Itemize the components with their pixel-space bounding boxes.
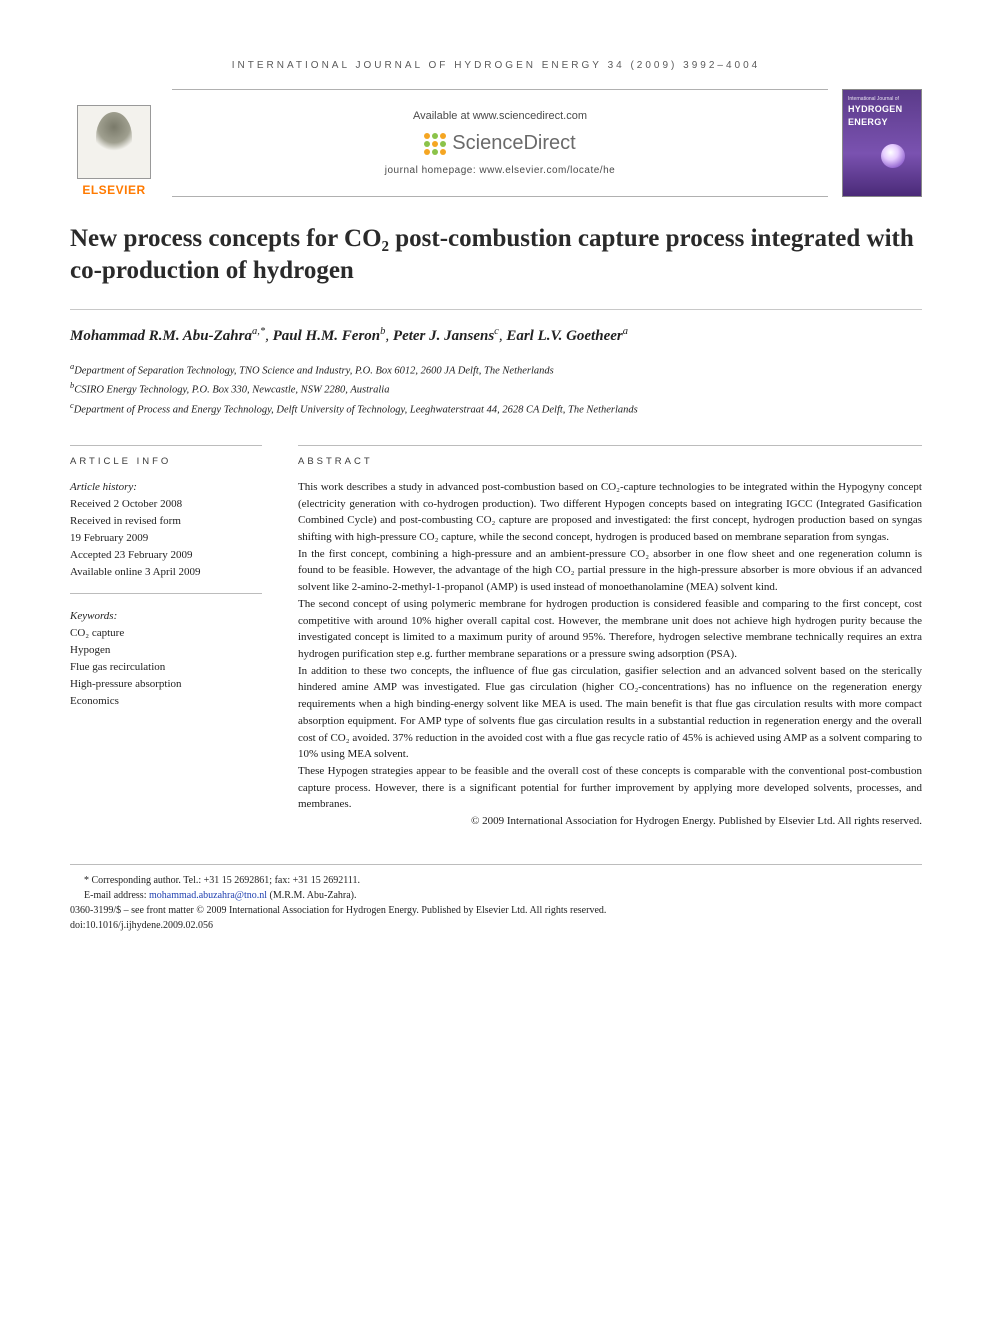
publisher-name: ELSEVIER <box>82 183 145 197</box>
author: Paul H.M. Feronb <box>273 328 386 344</box>
publisher-logo: ELSEVIER <box>70 89 158 197</box>
history-line: Accepted 23 February 2009 <box>70 547 262 564</box>
keywords-label: Keywords: <box>70 608 262 625</box>
abstract-paragraph: The second concept of using polymeric me… <box>298 596 922 663</box>
sd-dot-icon <box>424 141 430 147</box>
keyword: High-pressure absorption <box>70 676 262 693</box>
journal-homepage: journal homepage: www.elsevier.com/locat… <box>385 165 615 176</box>
sciencedirect-logo: ScienceDirect <box>424 132 575 155</box>
title-divider <box>70 309 922 310</box>
affiliation-list: aDepartment of Separation Technology, TN… <box>70 360 922 419</box>
keyword: Economics <box>70 693 262 710</box>
abstract-paragraph: This work describes a study in advanced … <box>298 479 922 546</box>
email-link[interactable]: mohammad.abuzahra@tno.nl <box>149 890 267 901</box>
abstract-paragraph: These Hypogen strategies appear to be fe… <box>298 763 922 813</box>
history-label: Article history: <box>70 479 262 496</box>
abstract-body: This work describes a study in advanced … <box>298 479 922 830</box>
abstract-column: ABSTRACT This work describes a study in … <box>298 445 922 830</box>
abstract-heading: ABSTRACT <box>298 445 922 467</box>
footnotes: * Corresponding author. Tel.: +31 15 269… <box>70 864 922 933</box>
keyword: CO₂ capture <box>70 625 262 642</box>
cover-title-2: ENERGY <box>848 117 916 128</box>
affiliation: cDepartment of Process and Energy Techno… <box>70 399 922 419</box>
keyword: Hypogen <box>70 642 262 659</box>
sd-dot-icon <box>440 133 446 139</box>
sd-dot-icon <box>424 149 430 155</box>
email-attribution: (M.R.M. Abu-Zahra). <box>270 890 357 901</box>
running-head: INTERNATIONAL JOURNAL OF HYDROGEN ENERGY… <box>70 60 922 71</box>
cover-top-line: International Journal of <box>848 96 916 102</box>
journal-cover: International Journal of HYDROGEN ENERGY <box>842 89 922 197</box>
email-label: E-mail address: <box>84 890 146 901</box>
author: Mohammad R.M. Abu-Zahraa,* <box>70 328 265 344</box>
author-list: Mohammad R.M. Abu-Zahraa,*, Paul H.M. Fe… <box>70 324 922 348</box>
history-line: 19 February 2009 <box>70 530 262 547</box>
history-line: Received in revised form <box>70 513 262 530</box>
masthead: ELSEVIER Available at www.sciencedirect.… <box>70 89 922 197</box>
article-info-heading: ARTICLE INFO <box>70 445 262 467</box>
author: Earl L.V. Goetheera <box>506 328 628 344</box>
article-title: New process concepts for CO₂ post-combus… <box>70 223 922 287</box>
keyword: Flue gas recirculation <box>70 659 262 676</box>
elsevier-tree-icon <box>77 105 151 179</box>
email-line: E-mail address: mohammad.abuzahra@tno.nl… <box>70 888 922 903</box>
sd-dot-icon <box>432 133 438 139</box>
masthead-center: Available at www.sciencedirect.com Scien… <box>172 89 828 197</box>
abstract-copyright: © 2009 International Association for Hyd… <box>298 813 922 830</box>
history-line: Received 2 October 2008 <box>70 496 262 513</box>
issn-line: 0360-3199/$ – see front matter © 2009 In… <box>70 903 922 918</box>
corresponding-text: * Corresponding author. Tel.: +31 15 269… <box>70 875 360 886</box>
doi-line: doi:10.1016/j.ijhydene.2009.02.056 <box>70 918 922 933</box>
sd-dot-icon <box>432 141 438 147</box>
sciencedirect-dots-icon <box>424 133 446 155</box>
sd-dot-icon <box>424 133 430 139</box>
article-history: Article history: Received 2 October 2008… <box>70 479 262 594</box>
cover-orb-icon <box>881 144 905 168</box>
abstract-paragraph: In the first concept, combining a high-p… <box>298 546 922 596</box>
corresponding-author: * Corresponding author. Tel.: +31 15 269… <box>70 873 922 888</box>
available-at: Available at www.sciencedirect.com <box>413 110 587 122</box>
keywords-block: Keywords: CO₂ captureHypogenFlue gas rec… <box>70 608 262 710</box>
abstract-paragraph: In addition to these two concepts, the i… <box>298 663 922 763</box>
sd-dot-icon <box>432 149 438 155</box>
history-line: Available online 3 April 2009 <box>70 564 262 581</box>
affiliation: bCSIRO Energy Technology, P.O. Box 330, … <box>70 379 922 399</box>
author: Peter J. Jansensc <box>393 328 499 344</box>
sciencedirect-text: ScienceDirect <box>452 132 575 155</box>
info-abstract-row: ARTICLE INFO Article history: Received 2… <box>70 445 922 830</box>
sd-dot-icon <box>440 149 446 155</box>
article-info-column: ARTICLE INFO Article history: Received 2… <box>70 445 262 830</box>
sd-dot-icon <box>440 141 446 147</box>
affiliation: aDepartment of Separation Technology, TN… <box>70 360 922 380</box>
cover-title-1: HYDROGEN <box>848 104 916 115</box>
